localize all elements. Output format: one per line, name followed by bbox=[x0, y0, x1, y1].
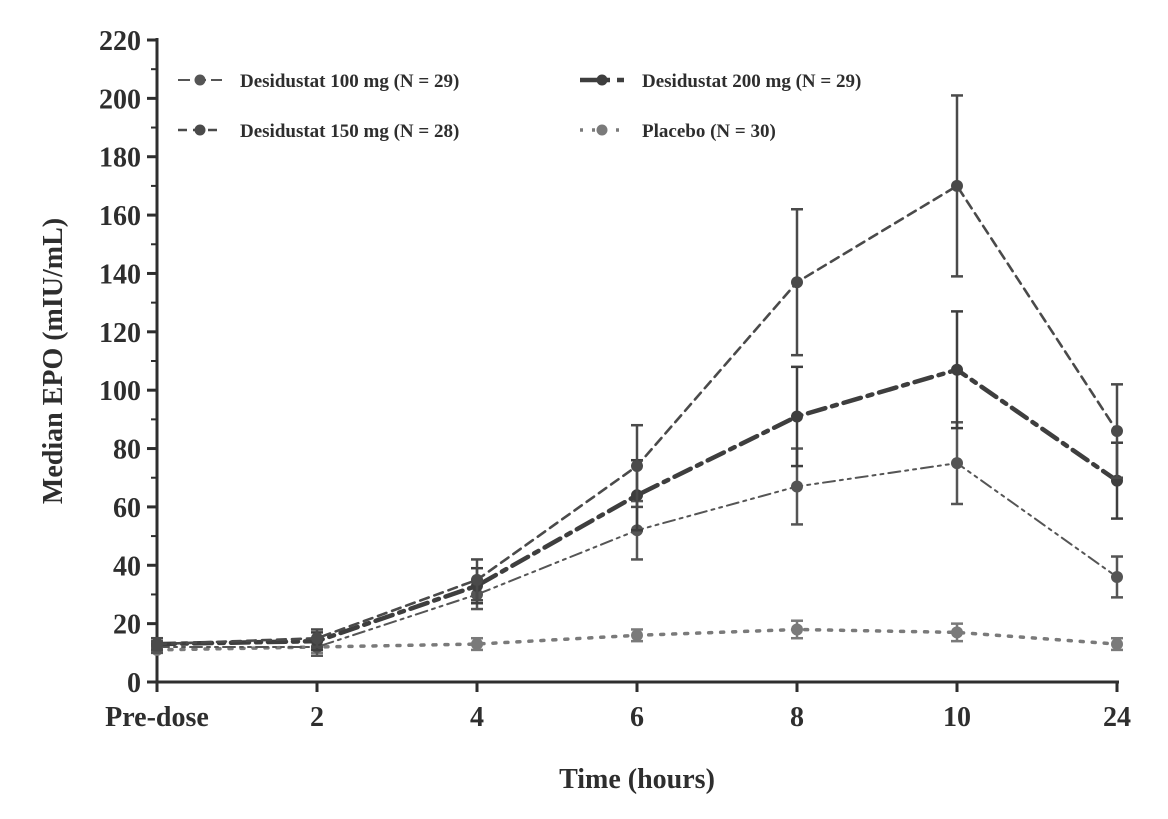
y-tick-label: 20 bbox=[113, 610, 141, 641]
legend-item-2: Desidustat 200 mg (N = 29) bbox=[580, 71, 861, 92]
data-point bbox=[471, 638, 483, 651]
y-tick-label: 120 bbox=[99, 318, 141, 349]
data-point bbox=[1111, 425, 1123, 438]
data-point bbox=[791, 623, 803, 636]
legend: Desidustat 100 mg (N = 29) Desidustat 200… bbox=[178, 71, 861, 142]
data-point bbox=[1111, 570, 1123, 583]
data-point bbox=[951, 179, 963, 192]
y-tick-label: 200 bbox=[99, 84, 141, 115]
legend-label: Desidustat 100 mg (N = 29) bbox=[240, 71, 459, 92]
y-tick-label: 40 bbox=[113, 551, 141, 582]
data-point bbox=[631, 460, 643, 473]
legend-item-1: Desidustat 150 mg (N = 28) bbox=[178, 121, 459, 142]
data-point bbox=[951, 457, 963, 470]
legend-marker bbox=[194, 74, 206, 86]
data-point bbox=[151, 638, 163, 651]
x-tick-label: 2 bbox=[310, 702, 324, 733]
data-point bbox=[791, 276, 803, 289]
x-tick-label: 10 bbox=[943, 702, 971, 733]
data-point bbox=[791, 410, 803, 423]
legend-label: Desidustat 200 mg (N = 29) bbox=[642, 71, 861, 92]
y-tick-label: 140 bbox=[99, 259, 141, 290]
data-point bbox=[311, 632, 323, 645]
y-tick-label: 80 bbox=[113, 435, 141, 466]
legend-marker bbox=[596, 74, 608, 86]
x-tick-label: Pre-dose bbox=[105, 702, 209, 733]
y-tick-label: 60 bbox=[113, 493, 141, 524]
x-tick-label: 24 bbox=[1103, 702, 1131, 733]
series-1 bbox=[151, 94, 1123, 652]
data-point bbox=[791, 480, 803, 493]
y-axis-title: Median EPO (mIU/mL) bbox=[38, 218, 69, 504]
data-point bbox=[471, 573, 483, 586]
data-point bbox=[951, 363, 963, 376]
legend-item-0: Desidustat 100 mg (N = 29) bbox=[178, 71, 459, 92]
x-tick-label: 4 bbox=[470, 702, 484, 733]
y-tick-label: 0 bbox=[127, 668, 141, 699]
y-tick-label: 220 bbox=[99, 26, 141, 57]
series-line bbox=[155, 184, 1119, 646]
y-tick-label: 100 bbox=[99, 376, 141, 407]
x-tick-label: 6 bbox=[630, 702, 644, 733]
legend-label: Desidustat 150 mg (N = 28) bbox=[240, 121, 459, 142]
legend-marker bbox=[194, 124, 206, 136]
data-point bbox=[631, 629, 643, 642]
x-tick-label: 8 bbox=[790, 702, 804, 733]
y-tick-label: 180 bbox=[99, 143, 141, 174]
legend-item-3: Placebo (N = 30) bbox=[580, 121, 776, 142]
data-point bbox=[951, 626, 963, 639]
legend-label: Placebo (N = 30) bbox=[642, 121, 776, 142]
legend-marker bbox=[596, 124, 608, 136]
x-axis-title: Time (hours) bbox=[559, 764, 715, 795]
series-layer bbox=[151, 94, 1123, 657]
data-point bbox=[1111, 638, 1123, 651]
y-tick-label: 160 bbox=[99, 201, 141, 232]
